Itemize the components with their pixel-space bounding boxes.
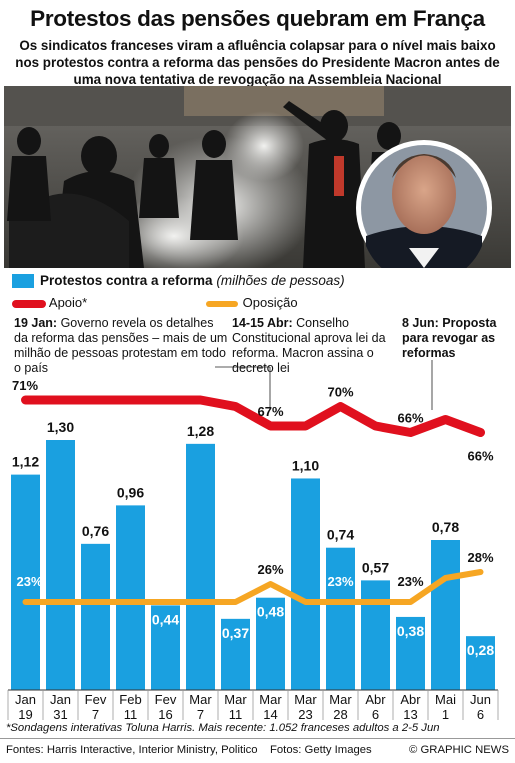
support-line [21, 395, 485, 437]
protest-photo [4, 86, 511, 268]
support-label-13: 66% [467, 449, 493, 464]
footer: Fontes: Harris Interactive, Interior Min… [0, 738, 515, 763]
x-tick-label-2-1: 7 [92, 707, 99, 722]
sources-credit: Fontes: Harris Interactive, Interior Min… [6, 744, 258, 756]
opposition-label-11: 23% [397, 574, 423, 589]
legend-support: Apoio* [12, 295, 87, 311]
support-label-11: 66% [397, 411, 423, 426]
bar-5 [186, 443, 215, 690]
annotation-apr14-date: 14-15 Abr: [232, 316, 293, 330]
brand-credit: © GRAPHIC NEWS [409, 744, 509, 756]
annotation-jan19-date: 19 Jan: [14, 316, 58, 330]
x-tick-label-12-1: 1 [442, 707, 449, 722]
page-subtitle: Os sindicatos franceses viram a afluênci… [15, 38, 500, 87]
bar-label-6: 0,37 [222, 625, 249, 641]
x-tick-label-9-1: 28 [333, 707, 347, 722]
x-tick-label-6-0: Mar [224, 692, 247, 707]
opposition-label-13: 28% [467, 550, 493, 565]
bar-label-7: 0,48 [257, 604, 284, 620]
bar-label-8: 1,10 [292, 457, 319, 473]
x-tick-label-8-1: 23 [298, 707, 312, 722]
legend-bar-unit: (milhões de pessoas) [216, 273, 345, 288]
x-tick-label-10-1: 6 [372, 707, 379, 722]
bar-1 [46, 440, 75, 690]
x-tick-label-12-0: Mai [435, 692, 456, 707]
bar-11 [396, 616, 425, 690]
bar-label-13: 0,28 [467, 642, 494, 658]
bar-label-5: 1,28 [187, 423, 214, 439]
legend-bar-label: Protestos contra a reforma [40, 273, 213, 288]
support-label-0: 71% [12, 378, 38, 393]
annotation-apr14-text: Conselho Constitucional aprova lei da re… [232, 316, 386, 375]
x-tick-label-0-0: Jan [15, 692, 36, 707]
bar-8 [291, 478, 320, 690]
bar-label-1: 1,30 [47, 419, 74, 435]
legend-opposition-label: Oposição [242, 295, 298, 310]
x-tick-label-4-0: Fev [155, 692, 177, 707]
x-tick-label-5-0: Mar [189, 692, 212, 707]
x-tick-label-11-1: 13 [403, 707, 417, 722]
legend-protests: Protestos contra a reforma (milhões de p… [12, 273, 345, 289]
annotation-jun8: 8 Jun: Proposta para revogar as reformas [402, 316, 497, 360]
bar-label-2: 0,76 [82, 523, 109, 539]
x-tick-label-2-0: Fev [85, 692, 107, 707]
footnote: *Sondagens interativas Toluna Harris. Ma… [6, 722, 440, 734]
bar-6 [221, 618, 250, 690]
x-tick-label-9-0: Mar [329, 692, 352, 707]
legend-support-swatch [12, 299, 46, 308]
x-tick-label-13-0: Jun [470, 692, 491, 707]
bar-label-0: 1,12 [12, 454, 39, 470]
bar-label-11: 0,38 [397, 623, 424, 639]
opposition-line [22, 569, 484, 605]
bar-10 [361, 580, 390, 690]
x-tick-label-13-1: 6 [477, 707, 484, 722]
page-title: Protestos das pensões quebram em França [30, 6, 485, 31]
bar-label-12: 0,78 [432, 519, 459, 535]
bar-0 [11, 474, 40, 690]
opposition-label-0: 23% [16, 574, 42, 589]
bar-7 [256, 597, 285, 690]
opposition-label-9: 23% [327, 574, 353, 589]
support-label-9: 70% [327, 385, 353, 400]
x-tick-label-3-0: Feb [119, 692, 141, 707]
opposition-label-7: 26% [257, 562, 283, 577]
bar-4 [151, 605, 180, 690]
annotation-jan19: 19 Jan: Governo revela os detalhes da re… [14, 316, 229, 376]
x-tick-label-11-0: Abr [400, 692, 421, 707]
bar-label-9: 0,74 [327, 527, 354, 543]
legend-opposition-swatch [206, 300, 238, 307]
photo-credit: Fotos: Getty Images [270, 744, 372, 756]
x-tick-label-3-1: 11 [124, 707, 138, 722]
x-tick-label-7-1: 14 [263, 707, 277, 722]
bar-12 [431, 540, 460, 690]
bar-label-4: 0,44 [152, 611, 179, 627]
x-tick-label-10-0: Abr [365, 692, 386, 707]
x-tick-label-5-1: 7 [197, 707, 204, 722]
x-tick-label-8-0: Mar [294, 692, 317, 707]
legend-support-label: Apoio* [48, 295, 88, 310]
x-tick-label-7-0: Mar [259, 692, 282, 707]
x-tick-label-1-1: 31 [53, 707, 67, 722]
x-tick-label-4-1: 16 [158, 707, 172, 722]
bar-label-3: 0,96 [117, 484, 144, 500]
bar-2 [81, 543, 110, 690]
bar-3 [116, 505, 145, 690]
legend-bar-swatch [12, 274, 34, 289]
x-tick-label-1-0: Jan [50, 692, 71, 707]
annotation-jan19-text: Governo revela os detalhes da reforma da… [14, 316, 228, 375]
bar-13 [466, 636, 495, 690]
legend-opposition: Oposição [205, 295, 298, 311]
bar-9 [326, 547, 355, 690]
support-label-7: 67% [257, 404, 283, 419]
x-tick-label-0-1: 19 [18, 707, 32, 722]
annotation-apr14: 14-15 Abr: Conselho Constitucional aprov… [232, 316, 392, 376]
x-tick-label-6-1: 11 [229, 707, 243, 722]
bar-label-10: 0,57 [362, 559, 389, 575]
